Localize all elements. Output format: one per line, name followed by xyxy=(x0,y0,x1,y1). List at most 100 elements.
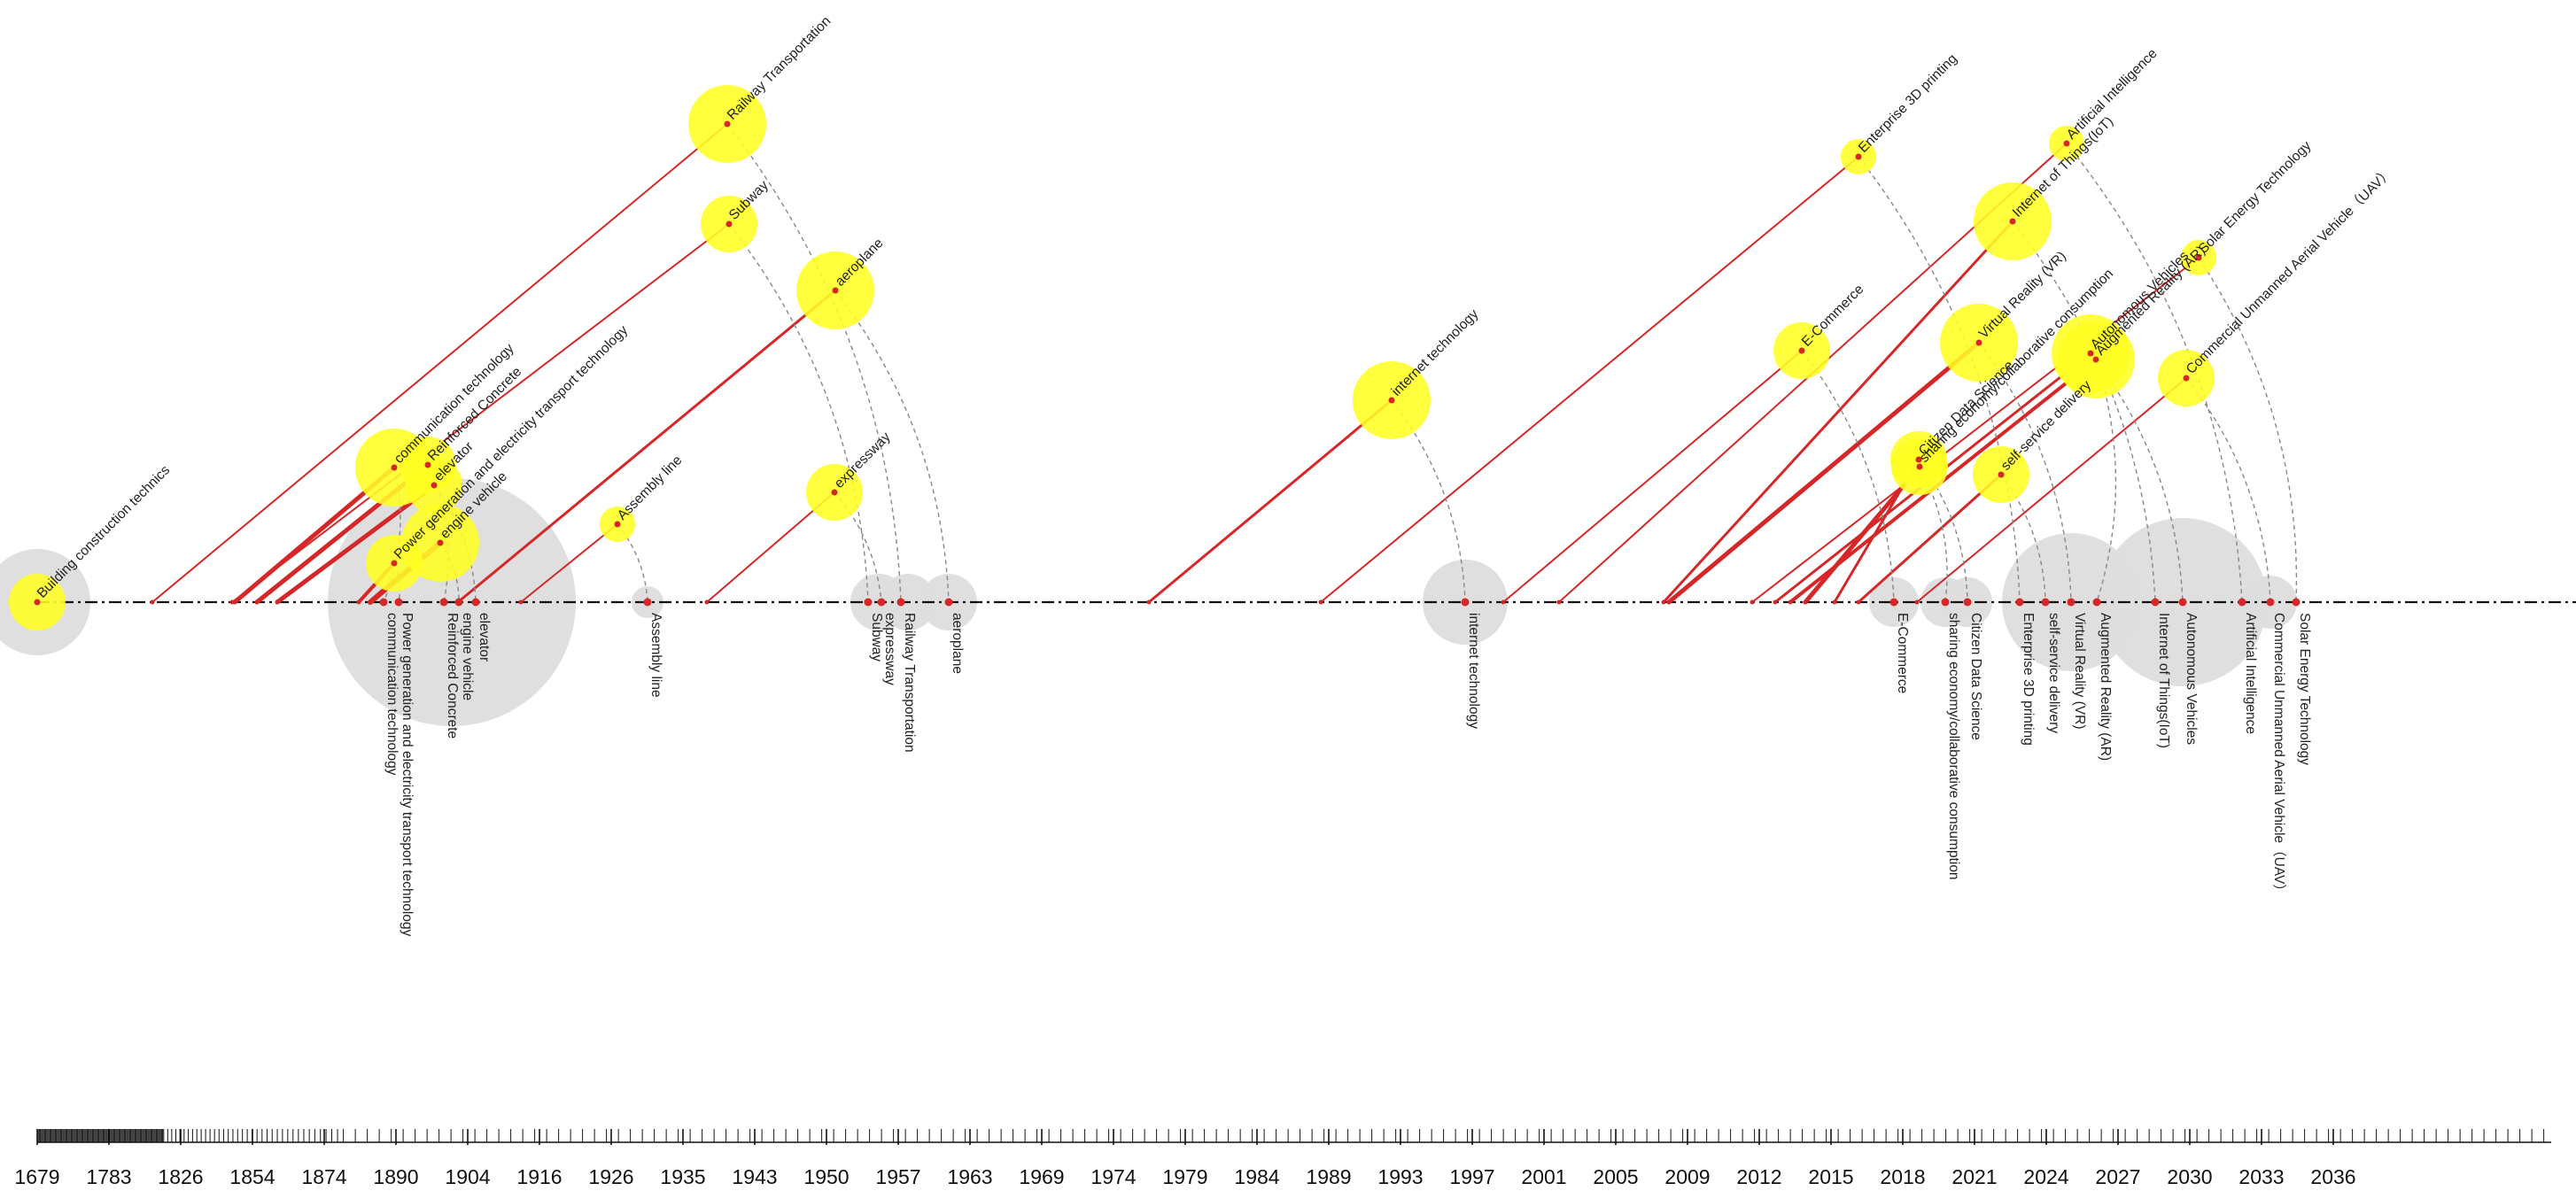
event-bottom-label: elevator xyxy=(477,613,492,661)
event-bottom-label: Reinforced Concrete xyxy=(445,613,460,739)
event-top-point xyxy=(831,489,838,496)
event-bottom-label: Railway Transportation xyxy=(902,613,917,753)
event-start-point xyxy=(1146,599,1152,605)
event-start-point xyxy=(1318,599,1323,605)
year-tick-label: 2030 xyxy=(2167,1165,2212,1188)
event-top-label: Commercial Unmanned Aerial Vehicle（UAV） xyxy=(2184,165,2396,377)
event-top-point xyxy=(2063,140,2070,147)
event-top-point xyxy=(724,120,731,128)
year-tick-label: 1969 xyxy=(1019,1165,1064,1188)
year-tick-label: 1979 xyxy=(1162,1165,1207,1188)
event-line xyxy=(1916,377,2187,603)
event-top-point xyxy=(1915,456,1922,463)
year-tick-label: 1854 xyxy=(229,1165,275,1188)
year-tick-label: 1974 xyxy=(1090,1165,1136,1188)
event-bottom-label: expressway xyxy=(882,613,897,685)
event-arc xyxy=(726,123,902,603)
event-bottom-label: communication technology xyxy=(384,613,400,776)
event-end-point xyxy=(2067,598,2076,607)
event-bottom-label: sharing economy/collaborative consumptio… xyxy=(1946,613,1961,880)
event-line xyxy=(151,123,728,603)
event-line xyxy=(1147,398,1393,604)
event-line xyxy=(1662,220,2014,604)
event-start-point xyxy=(1501,599,1506,605)
event-bottom-label: Internet of Things(IoT) xyxy=(2156,613,2171,748)
year-tick-label: 1926 xyxy=(588,1165,633,1188)
event-start-point xyxy=(1750,599,1755,605)
year-tick-label: 1989 xyxy=(1306,1165,1351,1188)
event-end-point xyxy=(1889,598,1898,607)
event-end-point xyxy=(2151,598,2160,607)
year-tick-label: 1997 xyxy=(1449,1165,1494,1188)
event-end-point xyxy=(877,598,886,607)
event-top-label: E-Commerce xyxy=(1799,282,1867,350)
event-top-point xyxy=(2009,218,2016,225)
event-line xyxy=(1857,473,2003,604)
event-start-point xyxy=(518,599,524,605)
year-tick-label: 1984 xyxy=(1234,1165,1279,1188)
year-tick-label: 1783 xyxy=(86,1165,131,1188)
event-end-point xyxy=(1461,598,1470,607)
event-bottom-label: Artificial Intelligence xyxy=(2243,613,2258,734)
event-start-point xyxy=(1661,599,1666,605)
event-end-point xyxy=(896,598,905,607)
year-tick-label: 1957 xyxy=(875,1165,920,1188)
event-end-point xyxy=(944,598,953,607)
event-end-point xyxy=(439,598,448,607)
event-start-point xyxy=(1666,599,1672,605)
event-line xyxy=(1666,340,1982,605)
event-bottom-label: Solar Energy Technology xyxy=(2297,613,2312,765)
event-top-point xyxy=(2087,350,2094,357)
event-arc xyxy=(2198,257,2298,603)
event-line xyxy=(1502,350,1803,603)
year-tick-label: 2015 xyxy=(1808,1165,1853,1188)
event-start-point xyxy=(1773,599,1778,605)
event-bottom-label: engine vehicle xyxy=(460,613,475,700)
event-start-point xyxy=(1803,599,1808,605)
event-bottom-label: internet technology xyxy=(1466,613,1481,729)
year-tick-label: 2001 xyxy=(1521,1165,1566,1188)
event-bottom-label: Subway xyxy=(869,613,884,661)
event-end-point xyxy=(1963,598,1972,607)
event-end-point xyxy=(2092,598,2101,607)
event-top-label: Solar Energy Technology xyxy=(2196,138,2315,257)
event-bottom-label: Autonomous Vehicles xyxy=(2184,613,2199,745)
event-arc xyxy=(1801,350,1895,603)
year-tick-label: 2036 xyxy=(2310,1165,2355,1188)
event-top-label: Enterprise 3D printing xyxy=(1856,51,1960,156)
event-start-point xyxy=(254,599,260,605)
event-bottom-label: Augmented Reality (AR) xyxy=(2098,613,2113,761)
event-top-point xyxy=(34,599,41,606)
event-bottom-label: E-Commerce xyxy=(1895,613,1910,693)
event-bottom-label: Assembly line xyxy=(648,613,663,698)
event-top-point xyxy=(1798,347,1805,354)
event-top-point xyxy=(1975,339,1982,346)
event-line xyxy=(231,223,730,603)
year-tick-label: 1935 xyxy=(660,1165,705,1188)
event-line xyxy=(1751,257,2200,603)
event-bottom-label: Virtual Reality (VR) xyxy=(2072,613,2087,730)
event-arc xyxy=(2012,220,2156,603)
event-start-point xyxy=(275,599,280,605)
event-bottom-label: Commercial Unmanned Aerial Vehicle（UAV） xyxy=(2271,613,2286,898)
year-tick-label: 1890 xyxy=(373,1165,418,1188)
event-start-point xyxy=(704,599,710,605)
event-end-point xyxy=(2238,598,2246,607)
event-line xyxy=(456,289,837,604)
year-tick-label: 2005 xyxy=(1593,1165,1638,1188)
event-top-point xyxy=(1388,397,1395,404)
event-top-point xyxy=(2092,356,2099,363)
event-end-point xyxy=(1941,598,1950,607)
event-top-point xyxy=(832,287,839,294)
year-tick-label: 2009 xyxy=(1664,1165,1710,1188)
year-tick-label: 1943 xyxy=(732,1165,777,1188)
year-tick-label: 1874 xyxy=(301,1165,346,1188)
event-start-point xyxy=(229,599,235,605)
event-top-point xyxy=(391,560,398,567)
year-tick-label: 2027 xyxy=(2095,1165,2140,1188)
event-bottom-label: self-service delivery xyxy=(2046,613,2061,733)
event-start-point xyxy=(1914,599,1920,605)
event-arc xyxy=(834,491,882,603)
year-tick-label: 1950 xyxy=(803,1165,849,1188)
event-arc xyxy=(1978,342,2072,603)
